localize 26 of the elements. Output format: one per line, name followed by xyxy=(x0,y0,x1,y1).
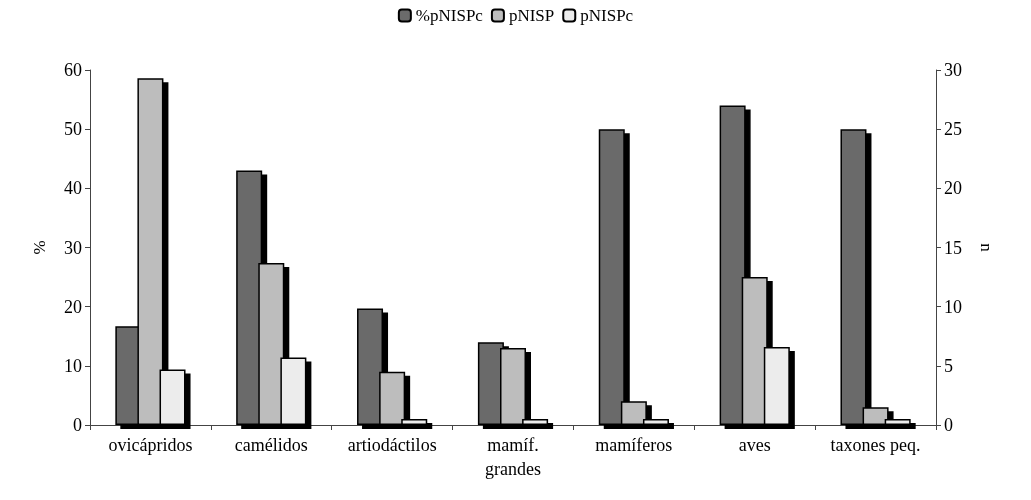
y-tick-label: 40 xyxy=(64,178,82,199)
x-tick-label: ovicápridos xyxy=(108,435,193,455)
y-tick-label: 30 xyxy=(64,237,82,258)
y-tick-label: 60 xyxy=(64,60,82,80)
y2-tick-label: 10 xyxy=(944,296,962,317)
y2-axis-title: n xyxy=(977,243,996,253)
y-tick-label: 0 xyxy=(73,415,82,435)
legend-label: %pNISPc xyxy=(415,6,484,25)
x-tick-label: mamíferos xyxy=(595,435,673,455)
x-tick-label: camélidos xyxy=(234,435,308,455)
y2-tick-label: 25 xyxy=(944,119,962,140)
y-axis-title: % xyxy=(30,240,49,255)
x-tick-label: artiodáctilos xyxy=(347,435,437,455)
legend-label: pNISPc xyxy=(580,6,634,25)
y2-tick-label: 20 xyxy=(944,178,962,199)
y2-tick-label: 5 xyxy=(944,355,953,376)
y-tick-label: 10 xyxy=(64,355,82,376)
y-tick-label: 20 xyxy=(64,296,82,317)
legend-label: pNISP xyxy=(508,6,555,25)
x-tick-label: taxones peq. xyxy=(830,435,921,455)
x-tick-label: mamíf. grandes xyxy=(485,435,541,479)
y2-tick-label: 15 xyxy=(944,237,962,258)
y2-tick-label: 30 xyxy=(944,60,962,80)
y-tick-label: 50 xyxy=(64,119,82,140)
x-tick-label: aves xyxy=(738,435,771,455)
y2-tick-label: 0 xyxy=(944,415,953,435)
